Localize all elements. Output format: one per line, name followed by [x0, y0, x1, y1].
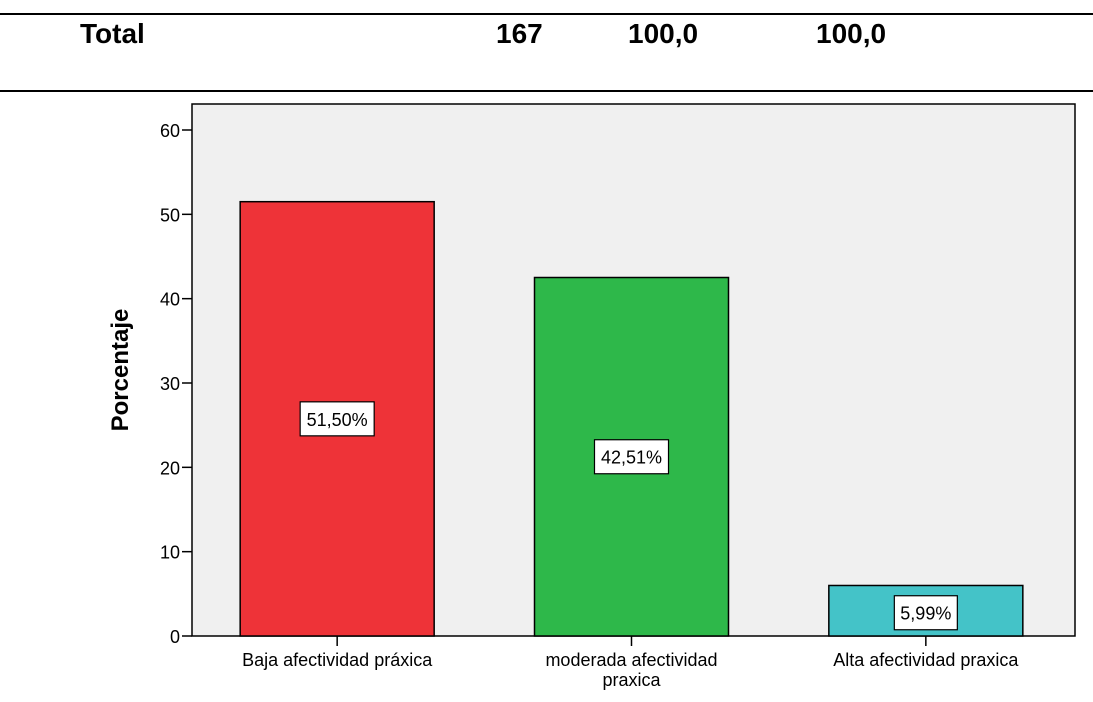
- y-axis-label: Porcentaje: [107, 309, 134, 432]
- data-label: 51,50%: [307, 410, 368, 430]
- table-top-rule: [0, 13, 1093, 15]
- x-tick-label: Baja afectividad práxica: [242, 650, 433, 670]
- data-label: 42,51%: [601, 448, 662, 468]
- data-label-box: [593, 439, 670, 475]
- table-frequency-cell: 167: [496, 18, 543, 49]
- bars-group: 51,50% 42,51% 5,99%: [239, 200, 1024, 637]
- table-row-label: Total: [80, 18, 145, 49]
- y-tick-label: 10: [160, 543, 180, 563]
- y-tick-label: 30: [160, 374, 180, 394]
- x-tick-label: moderada afectividad praxica: [545, 650, 717, 690]
- table-valid-percent-cell: 100,0: [816, 18, 887, 49]
- y-tick-label: 0: [170, 627, 180, 647]
- table-percent-cell: 100,0: [628, 18, 699, 49]
- y-tick-label: 50: [160, 205, 180, 225]
- data-label: 5,99%: [900, 604, 951, 624]
- data-label-box: [299, 401, 375, 437]
- data-label-box: [893, 595, 958, 631]
- y-tick-label: 60: [160, 121, 180, 141]
- y-tick-label: 20: [160, 458, 180, 478]
- y-axis: 0 10 20 30 40 50 60: [160, 121, 192, 647]
- x-tick-label: Alta afectividad praxica: [833, 650, 1019, 670]
- table-bottom-rule: [0, 90, 1093, 92]
- y-tick-label: 40: [160, 290, 180, 310]
- x-axis: Baja afectividad práxica moderada afectiv…: [242, 636, 1019, 690]
